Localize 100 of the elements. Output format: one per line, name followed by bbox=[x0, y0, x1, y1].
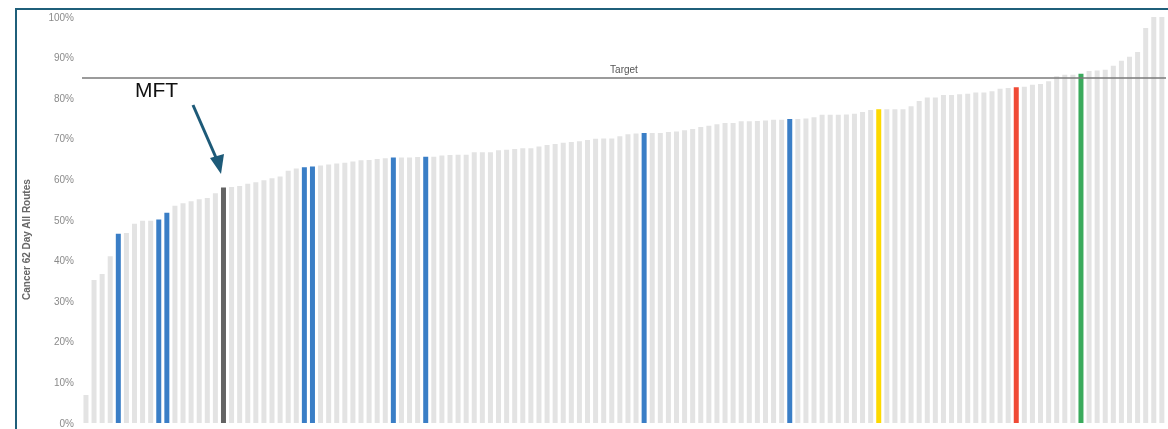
bar bbox=[738, 121, 744, 423]
bar bbox=[552, 144, 558, 423]
bar bbox=[1151, 17, 1157, 423]
bar bbox=[148, 220, 154, 423]
annotation: MFT bbox=[135, 78, 179, 102]
y-tick-label: 100% bbox=[48, 11, 75, 23]
y-tick-label: 70% bbox=[53, 133, 75, 145]
bar bbox=[107, 256, 113, 423]
bar bbox=[229, 187, 235, 423]
bar bbox=[585, 140, 591, 423]
bar bbox=[989, 91, 995, 423]
bar bbox=[358, 160, 364, 423]
bar bbox=[1094, 70, 1100, 423]
bar bbox=[1029, 84, 1035, 423]
bar bbox=[682, 130, 688, 423]
bar bbox=[949, 94, 955, 423]
bar bbox=[1102, 69, 1108, 423]
y-tick-label: 50% bbox=[53, 214, 75, 226]
bar bbox=[997, 88, 1003, 423]
bar bbox=[504, 149, 510, 423]
bar bbox=[568, 142, 574, 423]
bar bbox=[334, 163, 340, 423]
bar bbox=[722, 122, 728, 423]
bar bbox=[196, 199, 202, 423]
bar bbox=[746, 121, 752, 423]
bar bbox=[1159, 17, 1165, 423]
bar bbox=[1054, 76, 1060, 423]
bar bbox=[423, 156, 429, 423]
bar bbox=[471, 152, 477, 423]
bar bbox=[285, 170, 291, 423]
bar bbox=[787, 118, 793, 423]
bar bbox=[609, 138, 615, 423]
bar bbox=[447, 155, 453, 423]
bar bbox=[657, 133, 663, 423]
bar bbox=[860, 112, 866, 423]
bar bbox=[779, 119, 785, 423]
y-tick-label: 10% bbox=[53, 376, 75, 388]
bar bbox=[876, 109, 882, 423]
bar bbox=[390, 157, 396, 423]
bar bbox=[1070, 74, 1076, 423]
bar bbox=[382, 158, 388, 423]
bar bbox=[690, 129, 696, 423]
bar bbox=[131, 223, 137, 423]
bar bbox=[140, 220, 146, 423]
bar bbox=[795, 118, 801, 423]
bar bbox=[164, 212, 170, 423]
bar bbox=[318, 165, 324, 423]
bar bbox=[576, 141, 582, 423]
bar bbox=[851, 113, 857, 423]
bar bbox=[1038, 83, 1044, 423]
bar bbox=[649, 133, 655, 423]
bar bbox=[843, 114, 849, 423]
bar bbox=[940, 94, 946, 423]
bar bbox=[398, 157, 404, 423]
bar bbox=[625, 134, 631, 423]
bar bbox=[220, 187, 226, 423]
bar bbox=[811, 117, 817, 423]
bar bbox=[520, 148, 526, 423]
bar bbox=[277, 176, 283, 423]
bar bbox=[1013, 87, 1019, 423]
bar bbox=[512, 148, 518, 423]
bar bbox=[342, 162, 348, 423]
bar bbox=[350, 161, 356, 423]
bar bbox=[803, 118, 809, 423]
bar bbox=[293, 168, 299, 423]
bar bbox=[237, 185, 243, 423]
bar bbox=[261, 180, 267, 423]
bar bbox=[407, 157, 413, 423]
bar bbox=[762, 120, 768, 423]
bar bbox=[115, 233, 121, 423]
bar bbox=[1143, 27, 1149, 423]
bar bbox=[892, 109, 898, 423]
bar bbox=[1127, 56, 1133, 423]
bar bbox=[83, 394, 89, 423]
bar bbox=[957, 94, 963, 423]
bar bbox=[1046, 81, 1052, 423]
bar bbox=[212, 193, 218, 423]
bar bbox=[172, 205, 178, 423]
bar bbox=[601, 138, 607, 423]
y-tick-label: 80% bbox=[53, 92, 75, 104]
bar bbox=[1021, 86, 1027, 423]
bar bbox=[366, 159, 372, 423]
y-tick-label: 20% bbox=[53, 336, 75, 348]
bar bbox=[900, 109, 906, 423]
bar bbox=[1135, 51, 1141, 423]
bar bbox=[633, 133, 639, 423]
bar bbox=[706, 125, 712, 423]
bar bbox=[204, 198, 210, 423]
bar bbox=[463, 154, 469, 423]
bar bbox=[431, 156, 437, 423]
bar bbox=[123, 232, 129, 423]
bar bbox=[916, 101, 922, 423]
y-axis-title: Cancer 62 Day All Routes bbox=[20, 178, 32, 300]
bar bbox=[326, 164, 332, 423]
bar bbox=[1005, 88, 1011, 423]
bar bbox=[673, 131, 679, 423]
bar bbox=[1078, 73, 1084, 423]
bar bbox=[487, 152, 493, 423]
y-tick-label: 90% bbox=[53, 52, 75, 64]
bar bbox=[544, 144, 550, 423]
